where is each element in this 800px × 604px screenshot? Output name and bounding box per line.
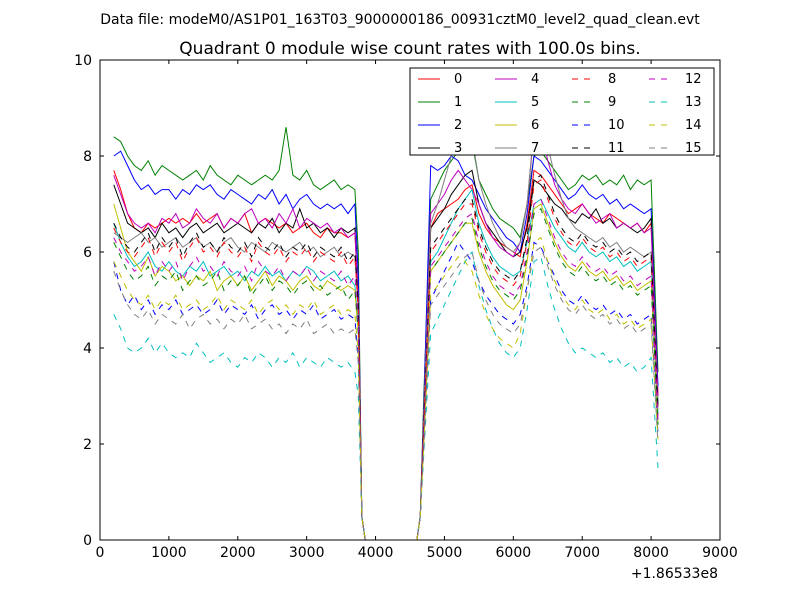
legend-label-8: 8 [608, 72, 616, 87]
legend-box [409, 67, 715, 156]
series-line-14 [113, 236, 659, 541]
series-line-0 [113, 169, 659, 541]
y-tick-label: 8 [83, 149, 92, 165]
legend-label-4: 4 [531, 72, 539, 87]
plot-frame [99, 59, 721, 541]
series-line-5 [113, 188, 659, 541]
x-tick-label: 0 [96, 545, 105, 561]
y-tick-label: 0 [83, 533, 92, 549]
series-line-15 [113, 246, 659, 541]
series-line-6 [113, 203, 659, 541]
series-line-12 [113, 198, 659, 541]
series-line-7 [113, 111, 659, 541]
x-tick-label: 2000 [220, 545, 256, 561]
y-tick-label: 10 [74, 53, 92, 69]
y-tick-label: 6 [83, 245, 92, 261]
series-line-3 [113, 169, 659, 541]
legend-label-13: 13 [685, 95, 702, 110]
series-line-10 [113, 241, 659, 541]
x-tick-label: 3000 [289, 545, 325, 561]
chart-title: Quadrant 0 module wise count rates with … [179, 39, 640, 59]
series-line-1 [113, 127, 659, 541]
x-offset-label: +1.86533e8 [631, 566, 718, 582]
y-tick-label: 4 [83, 341, 92, 357]
legend-label-5: 5 [531, 95, 539, 110]
legend-label-12: 12 [685, 72, 702, 87]
x-tick-label: 1000 [151, 545, 187, 561]
series-line-11 [113, 174, 659, 541]
legend-label-7: 7 [531, 141, 539, 156]
legend-label-2: 2 [454, 118, 462, 133]
legend-label-15: 15 [685, 141, 702, 156]
legend-label-1: 1 [454, 95, 462, 110]
legend-label-3: 3 [454, 141, 462, 156]
x-tick-label: 8000 [633, 545, 669, 561]
legend-label-11: 11 [608, 141, 625, 156]
legend-label-6: 6 [531, 118, 539, 133]
legend-label-0: 0 [454, 72, 462, 87]
series-line-2 [113, 150, 659, 541]
series-line-4 [113, 126, 659, 541]
x-axis: 0 1000 2000 3000 4000 5000 6000 7000 8000 9000 [96, 60, 738, 561]
x-tick-label: 4000 [358, 545, 394, 561]
series-line-13 [113, 250, 659, 541]
series-layer [113, 111, 659, 541]
x-tick-label: 7000 [564, 545, 600, 561]
x-tick-label: 6000 [496, 545, 532, 561]
legend-label-9: 9 [608, 95, 616, 110]
series-line-9 [113, 208, 659, 541]
x-tick-label: 9000 [702, 545, 738, 561]
legend-label-14: 14 [685, 118, 702, 133]
series-line-8 [113, 179, 659, 541]
data-file-label: Data file: modeM0/AS1P01_163T03_90000001… [100, 12, 700, 28]
legend-label-10: 10 [608, 118, 625, 133]
y-tick-label: 2 [83, 437, 92, 453]
x-tick-label: 5000 [427, 545, 463, 561]
